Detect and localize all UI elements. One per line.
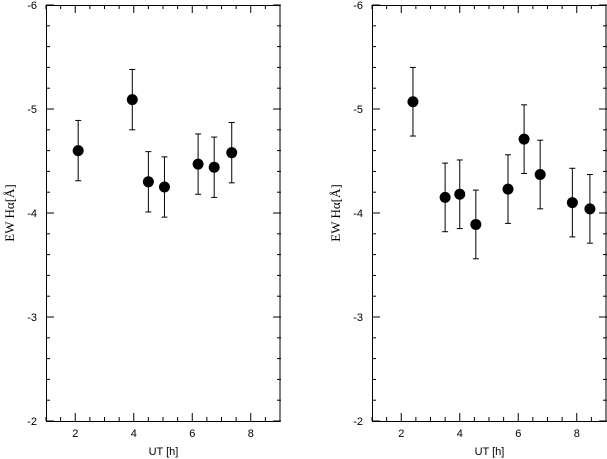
x-tick-label: 2 [72, 428, 78, 440]
y-tick-label: -6 [353, 0, 363, 12]
x-tick-label: 4 [457, 428, 463, 440]
data-point [470, 218, 482, 230]
plot-frame [372, 5, 607, 422]
x-tick-label: 4 [131, 428, 137, 440]
x-tick-label: 6 [515, 428, 521, 440]
y-tick-label: -3 [353, 312, 363, 324]
y-axis-label: EW Hα[Å] [2, 184, 17, 241]
data-point [192, 158, 204, 170]
data-point [566, 197, 578, 209]
data-point [126, 94, 138, 106]
x-tick-label: 6 [189, 428, 195, 440]
data-point [142, 176, 154, 188]
data-point [584, 203, 596, 215]
data-point [158, 181, 170, 193]
y-tick-label: -6 [27, 0, 37, 12]
y-tick-label: -4 [353, 208, 363, 220]
data-point [439, 191, 451, 203]
left-panel: 2 4 6 8 -6 -5 -4 -3 -2 UT [h] EW Hα[Å] [2, 0, 281, 458]
y-tick-label: -2 [353, 416, 363, 428]
y-tick-label: -5 [27, 104, 37, 116]
x-tick-label: 8 [574, 428, 580, 440]
data-point [502, 183, 514, 195]
data-point [226, 147, 238, 159]
y-tick-label: -4 [27, 208, 37, 220]
data-point [72, 145, 84, 157]
data-point [518, 133, 530, 145]
data-point [534, 169, 546, 181]
x-axis-label: UT [h] [475, 446, 505, 458]
y-tick-label: -2 [27, 416, 37, 428]
y-tick-label: -3 [27, 312, 37, 324]
data-point [407, 96, 419, 108]
x-axis-label: UT [h] [149, 446, 179, 458]
y-axis-label: EW Hα[Å] [328, 184, 343, 241]
y-tick-label: -5 [353, 104, 363, 116]
right-panel: 2 4 6 8 -6 -5 -4 -3 -2 UT [h] EW Hα[Å] [328, 0, 607, 458]
x-tick-label: 2 [398, 428, 404, 440]
plot-frame [46, 5, 281, 422]
data-point [208, 161, 220, 173]
x-tick-label: 8 [248, 428, 254, 440]
data-point [454, 188, 466, 200]
